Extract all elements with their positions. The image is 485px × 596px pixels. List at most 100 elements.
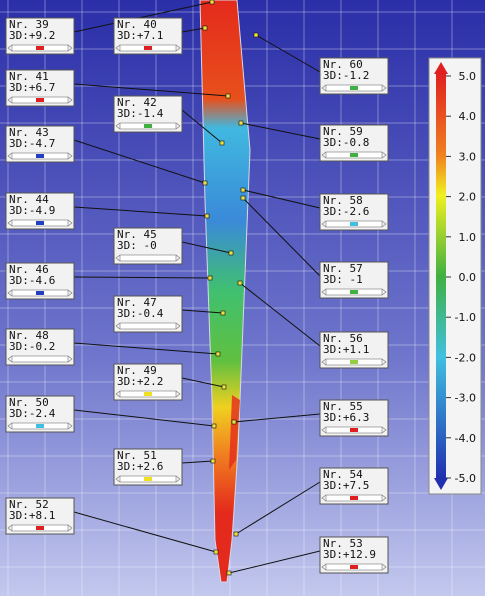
callout-deviation: 3D:-4.9 xyxy=(9,204,55,217)
target-point xyxy=(221,384,227,390)
target-point xyxy=(220,310,226,316)
callout-number: Nr. 59 xyxy=(323,125,363,138)
callout-number: Nr. 49 xyxy=(117,364,157,377)
indicator-fill xyxy=(36,526,44,530)
target-point xyxy=(228,250,234,256)
leader-line xyxy=(240,122,321,140)
indicator-arrow xyxy=(175,475,181,483)
indicator-fill xyxy=(350,428,358,432)
indicator-arrow xyxy=(175,122,181,130)
callout-number: Nr. 47 xyxy=(117,296,157,309)
scale-label: -3.0 xyxy=(455,392,476,405)
callout-deviation: 3D: -1 xyxy=(323,273,363,286)
indicator-arrow xyxy=(321,151,327,159)
indicator-arrow xyxy=(7,152,13,160)
indicator-fill xyxy=(36,98,44,102)
target-point xyxy=(202,25,208,31)
callout-number: Nr. 54 xyxy=(323,468,363,481)
indicator-bar xyxy=(119,322,177,330)
target-point xyxy=(215,351,221,357)
leader-line xyxy=(181,377,225,388)
callout-deviation: 3D:-2.4 xyxy=(9,407,56,420)
target-point xyxy=(240,187,246,193)
scale-arrow-bottom xyxy=(434,478,448,490)
indicator-arrow xyxy=(115,254,121,262)
indicator-arrow xyxy=(7,44,13,52)
indicator-fill xyxy=(36,154,44,158)
indicator-arrow xyxy=(381,220,387,228)
scale-label: 1.0 xyxy=(459,231,477,244)
indicator-arrow xyxy=(67,524,73,532)
callout-number: Nr. 50 xyxy=(9,396,49,409)
indicator-fill xyxy=(144,477,152,481)
callout-number: Nr. 51 xyxy=(117,449,157,462)
indicator-arrow xyxy=(115,475,121,483)
target-point xyxy=(202,180,208,186)
callout-deviation: 3D:-0.2 xyxy=(9,340,55,353)
blade-patch xyxy=(229,395,240,470)
target-point xyxy=(238,120,244,126)
leader-line xyxy=(181,109,223,144)
indicator-arrow xyxy=(381,84,387,92)
callout-deviation: 3D:-1.4 xyxy=(117,107,164,120)
callout-number: Nr. 42 xyxy=(117,96,157,109)
target-point xyxy=(207,275,213,281)
callout-number: Nr. 58 xyxy=(323,194,363,207)
target-point xyxy=(237,280,243,286)
indicator-arrow xyxy=(381,288,387,296)
color-scale: 5.0 4.0 3.0 2.0 1.0 0.0 -1.0 -2.0 -3.0 -4.0 -5.0 xyxy=(428,57,482,495)
callout-deviation: 3D:-2.6 xyxy=(323,205,369,218)
indicator-fill xyxy=(36,424,44,428)
scale-label: 0.0 xyxy=(459,271,477,284)
indicator-arrow xyxy=(321,494,327,502)
callout-number: Nr. 55 xyxy=(323,400,363,413)
callout-number: Nr. 52 xyxy=(9,498,49,511)
target-point xyxy=(211,423,217,429)
indicator-arrow xyxy=(67,44,73,52)
indicator-arrow xyxy=(115,322,121,330)
leader-line xyxy=(73,276,211,279)
indicator-arrow xyxy=(175,390,181,398)
indicator-arrow xyxy=(175,254,181,262)
callout-deviation: 3D: -0 xyxy=(117,239,157,252)
callout-deviation: 3D:-0.4 xyxy=(117,307,164,320)
indicator-arrow xyxy=(321,288,327,296)
callout-deviation: 3D:+9.2 xyxy=(9,29,55,42)
leader-line xyxy=(73,206,208,217)
leader-line xyxy=(228,550,321,574)
leader-line xyxy=(73,409,215,427)
indicator-arrow xyxy=(67,422,73,430)
indicator-fill xyxy=(36,46,44,50)
callout-number: Nr. 46 xyxy=(9,263,49,276)
leader-line xyxy=(73,342,219,355)
indicator-arrow xyxy=(67,355,73,363)
indicator-fill xyxy=(350,496,358,500)
leader-line xyxy=(73,139,206,184)
indicator-arrow xyxy=(321,358,327,366)
indicator-arrow xyxy=(321,220,327,228)
indicator-arrow xyxy=(175,322,181,330)
leader-line xyxy=(73,511,217,553)
leader-line xyxy=(181,309,224,314)
target-point xyxy=(226,570,232,576)
leader-line xyxy=(181,460,214,464)
leader-line xyxy=(73,1,213,33)
target-point xyxy=(240,195,246,201)
callout-deviation: 3D:-0.8 xyxy=(323,136,369,149)
indicator-fill xyxy=(350,86,358,90)
indicator-arrow xyxy=(67,152,73,160)
leader-line xyxy=(181,27,206,33)
